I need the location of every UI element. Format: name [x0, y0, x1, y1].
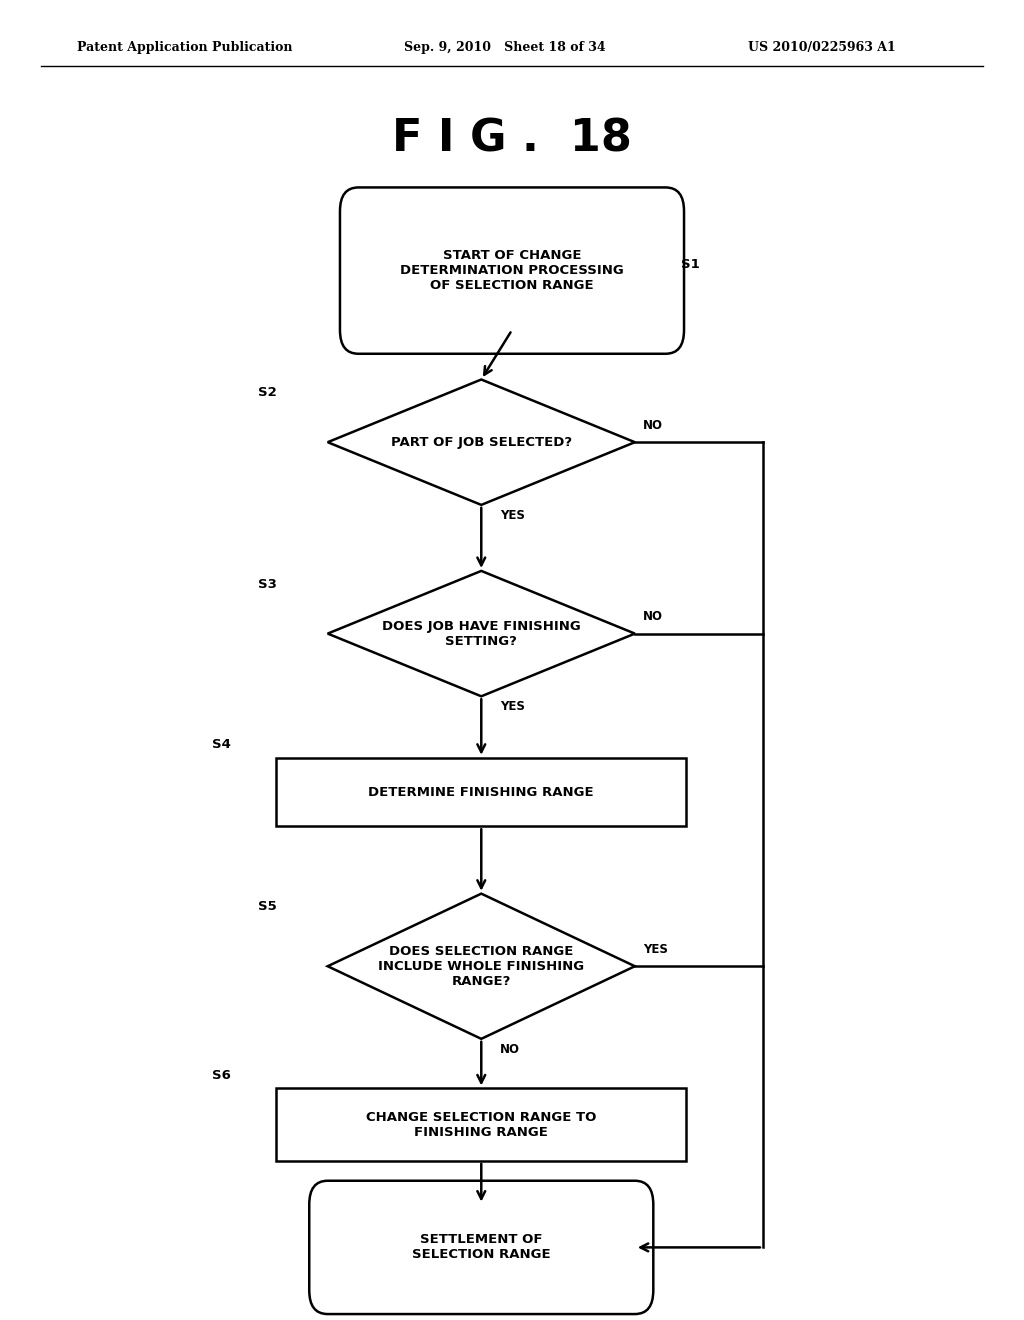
Text: NO: NO	[643, 418, 664, 432]
Polygon shape	[328, 894, 635, 1039]
Text: US 2010/0225963 A1: US 2010/0225963 A1	[748, 41, 895, 54]
Text: DETERMINE FINISHING RANGE: DETERMINE FINISHING RANGE	[369, 785, 594, 799]
Text: YES: YES	[500, 508, 524, 521]
Text: NO: NO	[500, 1043, 520, 1056]
Text: S6: S6	[212, 1069, 230, 1082]
Text: Patent Application Publication: Patent Application Publication	[77, 41, 292, 54]
Text: F I G .  18: F I G . 18	[392, 117, 632, 160]
Text: NO: NO	[643, 610, 664, 623]
Text: S4: S4	[212, 738, 230, 751]
Text: YES: YES	[643, 942, 668, 956]
Text: S5: S5	[258, 900, 276, 913]
Text: S3: S3	[258, 578, 276, 590]
Text: CHANGE SELECTION RANGE TO
FINISHING RANGE: CHANGE SELECTION RANGE TO FINISHING RANG…	[367, 1110, 596, 1139]
Text: START OF CHANGE
DETERMINATION PROCESSING
OF SELECTION RANGE: START OF CHANGE DETERMINATION PROCESSING…	[400, 249, 624, 292]
Polygon shape	[328, 380, 635, 504]
Text: YES: YES	[500, 700, 524, 713]
Text: SETTLEMENT OF
SELECTION RANGE: SETTLEMENT OF SELECTION RANGE	[412, 1233, 551, 1262]
Text: DOES JOB HAVE FINISHING
SETTING?: DOES JOB HAVE FINISHING SETTING?	[382, 619, 581, 648]
FancyBboxPatch shape	[340, 187, 684, 354]
Text: S2: S2	[258, 385, 276, 399]
FancyBboxPatch shape	[309, 1180, 653, 1315]
Text: Sep. 9, 2010   Sheet 18 of 34: Sep. 9, 2010 Sheet 18 of 34	[404, 41, 606, 54]
Text: PART OF JOB SELECTED?: PART OF JOB SELECTED?	[391, 436, 571, 449]
Bar	[276, 758, 686, 826]
Text: DOES SELECTION RANGE
INCLUDE WHOLE FINISHING
RANGE?: DOES SELECTION RANGE INCLUDE WHOLE FINIS…	[378, 945, 585, 987]
Polygon shape	[328, 570, 635, 697]
Bar	[276, 1088, 686, 1162]
Text: S1: S1	[681, 257, 699, 271]
